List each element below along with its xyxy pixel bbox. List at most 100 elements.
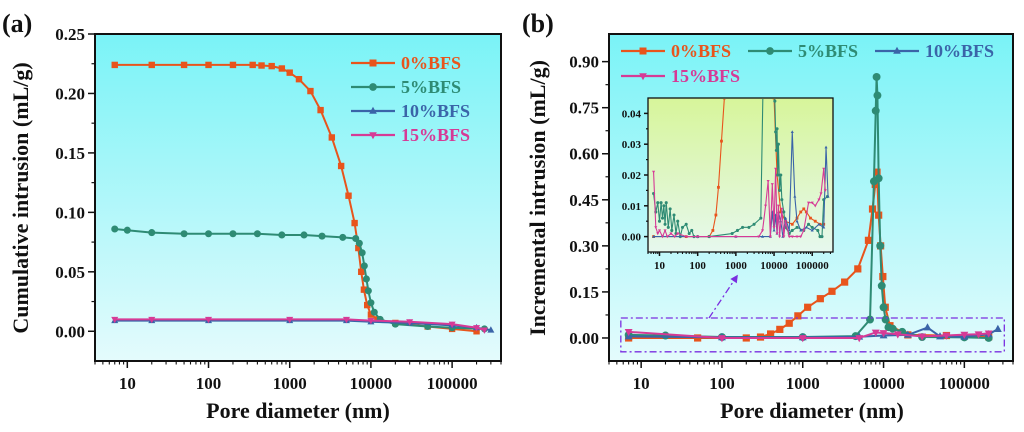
- inset-point-15pctbfs: [734, 235, 738, 239]
- a-point-0pctbfs: [307, 87, 314, 95]
- b-y-tick-label: 0.30: [569, 237, 599, 256]
- legend-marker-square: [639, 47, 647, 55]
- a-x-tick-label: 10000: [350, 374, 393, 393]
- inset-point-10pctbfs: [804, 225, 808, 229]
- b-y-tick-label: 0.90: [569, 53, 599, 72]
- inset-point-15pctbfs: [783, 220, 788, 223]
- inset-point-5pctbfs: [666, 225, 670, 229]
- inset-point-10pctbfs: [761, 234, 765, 238]
- b-x-tick-label: 100000: [939, 374, 990, 393]
- a-point-5pctbfs: [339, 233, 347, 241]
- legend-label: 10%BFS: [401, 101, 470, 121]
- inset-x-tick-label: 100: [689, 260, 706, 272]
- inset-point-5pctbfs: [774, 130, 778, 134]
- a-point-5pctbfs: [355, 239, 363, 247]
- inset-point-0pctbfs: [799, 210, 803, 214]
- inset-point-10pctbfs: [772, 228, 776, 232]
- a-point-5pctbfs: [367, 299, 375, 307]
- inset-y-tick-label: 0.03: [622, 139, 642, 151]
- inset-point-5pctbfs: [776, 142, 780, 146]
- inset-point-0pctbfs: [809, 216, 812, 220]
- inset-point-10pctbfs: [799, 228, 803, 232]
- a-y-tick-label: 0.25: [55, 25, 85, 44]
- b-point-15pctbfs: [871, 329, 880, 337]
- inset-point-15pctbfs: [806, 201, 811, 205]
- panel-label-b: (b): [522, 9, 554, 38]
- inset-point-5pctbfs: [816, 228, 820, 232]
- inset-point-15pctbfs: [652, 170, 656, 174]
- b-point-0pctbfs: [873, 168, 881, 176]
- b-point-15pctbfs: [798, 335, 807, 343]
- a-point-0pctbfs: [205, 61, 212, 69]
- inset-point-15pctbfs: [822, 167, 826, 171]
- inset-point-15pctbfs: [782, 235, 786, 239]
- legend-marker-square: [369, 59, 377, 67]
- inset-point-15pctbfs: [790, 235, 794, 239]
- inset-point-15pctbfs: [766, 180, 770, 183]
- a-point-5pctbfs: [364, 287, 372, 295]
- inset-point-5pctbfs: [735, 228, 739, 232]
- a-point-0pctbfs: [229, 61, 237, 69]
- b-y-tick-label: 0.15: [569, 283, 599, 302]
- a-point-5pctbfs: [370, 308, 378, 316]
- a-point-0pctbfs: [363, 301, 371, 309]
- legend-label: 15%BFS: [401, 125, 470, 145]
- inset-point-5pctbfs: [657, 219, 662, 223]
- inset-point-5pctbfs: [820, 235, 824, 239]
- legend-marker-triangle-up: [369, 106, 377, 114]
- inset-point-5pctbfs: [778, 188, 782, 192]
- inset-point-5pctbfs: [780, 198, 784, 202]
- a-y-tick-label: 0.20: [55, 84, 85, 103]
- b-point-0pctbfs: [776, 325, 784, 333]
- inset-point-10pctbfs: [826, 194, 830, 198]
- legend-marker-triangle-down: [639, 73, 647, 81]
- inset-point-5pctbfs: [663, 222, 667, 226]
- a-point-0pctbfs: [278, 65, 286, 72]
- inset-y-tick-label: 0.00: [622, 232, 642, 244]
- inset-point-0pctbfs: [813, 219, 817, 223]
- b-x-tick-label: 1000: [786, 374, 820, 393]
- inset-point-0pctbfs: [772, 99, 776, 100]
- inset-point-5pctbfs: [779, 173, 783, 177]
- a-y-tick-label: 0.15: [55, 144, 85, 163]
- inset-point-15pctbfs: [663, 229, 667, 233]
- inset-y-tick-label: 0.01: [622, 201, 641, 213]
- inset-point-15pctbfs: [673, 235, 677, 239]
- a-point-15pctbfs: [111, 316, 119, 324]
- inset-point-15pctbfs: [669, 232, 673, 236]
- inset-point-0pctbfs: [711, 229, 715, 232]
- a-point-5pctbfs: [358, 249, 366, 257]
- a-point-15pctbfs: [148, 316, 156, 324]
- inset-point-15pctbfs: [665, 235, 669, 239]
- a-point-0pctbfs: [351, 219, 358, 227]
- plot-area-a: [94, 33, 502, 362]
- b-point-15pctbfs: [984, 330, 993, 338]
- a-point-0pctbfs: [111, 61, 118, 69]
- inset-point-5pctbfs: [664, 201, 668, 205]
- b-point-15pctbfs: [855, 335, 864, 343]
- inset-point-0pctbfs: [722, 99, 726, 100]
- inset-x-tick-label: 1000: [725, 260, 748, 272]
- b-point-15pctbfs: [974, 331, 983, 339]
- b-point-5pctbfs: [877, 281, 886, 290]
- inset-point-15pctbfs: [768, 235, 772, 239]
- a-point-5pctbfs: [253, 230, 261, 238]
- inset-point-15pctbfs: [696, 235, 700, 239]
- inset-point-0pctbfs: [790, 222, 794, 226]
- b-point-15pctbfs: [717, 335, 726, 343]
- b-y-tick-label: 0.45: [569, 191, 599, 210]
- a-line-15pctbfs: [114, 318, 485, 332]
- inset-point-5pctbfs: [810, 225, 814, 229]
- inset-point-5pctbfs: [747, 225, 751, 229]
- a-x-tick-label: 100000: [427, 374, 478, 393]
- inset-point-5pctbfs: [659, 201, 663, 205]
- inset-x-tick-label: 10000: [760, 260, 788, 272]
- inset-point-15pctbfs: [787, 235, 791, 239]
- inset-point-5pctbfs: [656, 201, 660, 205]
- x-axis-title-a: Pore diameter (nm): [206, 398, 390, 423]
- inset-point-15pctbfs: [776, 204, 780, 208]
- inset-point-5pctbfs: [752, 222, 756, 226]
- inset-point-5pctbfs: [795, 225, 799, 229]
- a-point-5pctbfs: [300, 231, 308, 239]
